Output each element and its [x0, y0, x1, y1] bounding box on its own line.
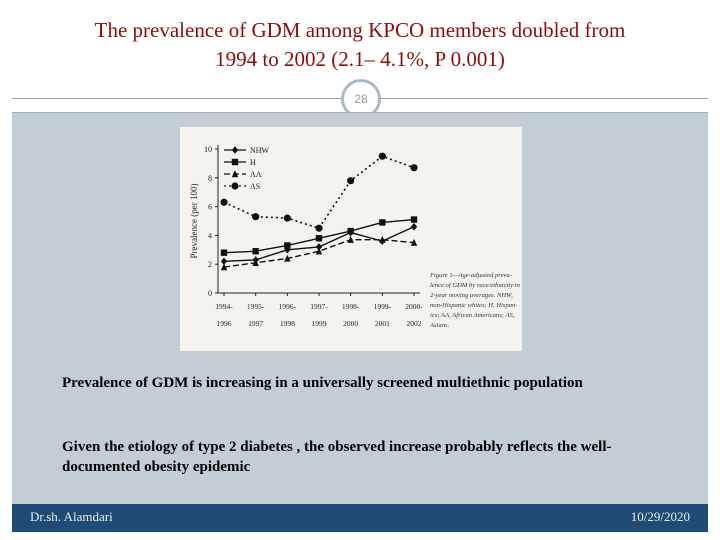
y-tick-label: 4	[208, 231, 212, 240]
point-h	[315, 235, 323, 242]
figure-caption-line: lence of GDM by race/ethnicity in	[430, 282, 521, 289]
point-aa	[410, 238, 418, 246]
content-panel: 0 2 4 6 8 10 Prevalence (per 100) 1994- 1996 1995…	[12, 112, 708, 505]
point-nhw	[410, 223, 418, 231]
legend-label-as: AS	[250, 182, 260, 191]
x-tick-label: 1999	[312, 319, 327, 328]
point-aa	[284, 254, 291, 262]
figure-caption-line: Asians.	[429, 322, 450, 329]
figure-caption-line: ics; AA, African Americans; AS,	[430, 312, 515, 319]
slide-title: The prevalence of GDM among KPCO members…	[0, 16, 720, 74]
x-tick-label: 1999-	[374, 302, 392, 311]
point-h	[284, 242, 291, 249]
legend-label-nhw: NHW	[250, 146, 270, 155]
point-h	[220, 249, 228, 256]
point-nhw	[315, 243, 323, 251]
x-tick-label: 2001	[375, 319, 390, 328]
y-tick-label: 2	[208, 260, 212, 269]
point-as	[315, 224, 323, 232]
point-aa	[315, 247, 323, 255]
legend-marker-nhw	[231, 146, 239, 154]
y-tick-label: 10	[204, 145, 212, 154]
x-tick-label: 1997	[248, 319, 263, 328]
y-tick-label: 0	[208, 289, 212, 298]
gdm-prevalence-chart: 0 2 4 6 8 10 Prevalence (per 100) 1994- 1996 1995…	[189, 145, 521, 329]
x-tick-label: 1995-	[247, 302, 265, 311]
footer-author: Dr.sh. Alamdari	[30, 509, 113, 524]
point-h	[379, 219, 386, 226]
x-tick-label: 1998	[280, 319, 295, 328]
point-as	[410, 164, 418, 172]
point-as	[220, 198, 228, 206]
point-aa	[252, 259, 259, 266]
point-as	[283, 214, 291, 222]
x-tick-label: 2002	[407, 319, 422, 328]
point-aa	[220, 263, 228, 271]
x-tick-label: 2000	[343, 319, 358, 328]
point-aa	[379, 236, 386, 243]
point-h	[347, 227, 354, 235]
footer-date: 10/29/2020	[630, 509, 690, 524]
figure-caption-line: 2-year moving averages. NHW,	[430, 292, 513, 299]
figure-caption-line: non-Hispanic whites; H, Hispan-	[430, 302, 518, 309]
footer-bar: Dr.sh. Alamdari 10/29/2020	[12, 504, 708, 532]
legend-label-aa: AA	[250, 170, 262, 179]
legend-marker-h	[231, 158, 239, 166]
x-tick-label: 1996	[217, 319, 232, 328]
x-tick-label: 1996-	[279, 302, 297, 311]
point-aa	[347, 236, 354, 243]
x-tick-label: 2000-	[405, 302, 423, 311]
x-tick-label: 1997-	[310, 302, 328, 311]
bullet-text-1: Prevalence of GDM is increasing in a uni…	[62, 375, 583, 391]
legend-label-h: H	[250, 158, 256, 167]
title-line-2: 1994 to 2002 (2.1– 4.1%, P 0.001)	[215, 47, 505, 71]
x-tick-label: 1994-	[215, 302, 233, 311]
legend-marker-aa	[231, 170, 239, 178]
y-axis-label: Prevalence (per 100)	[189, 184, 199, 259]
point-h	[252, 248, 259, 255]
legend-marker-as	[231, 182, 239, 190]
point-as	[347, 177, 355, 185]
y-tick-label: 6	[208, 203, 212, 212]
y-tick-label: 8	[208, 174, 212, 183]
chart-figure: 0 2 4 6 8 10 Prevalence (per 100) 1994- 1996 1995…	[180, 127, 522, 351]
figure-caption-line: Figure 1—Age-adjusted preva-	[429, 272, 512, 279]
point-as	[252, 213, 260, 221]
point-h	[410, 216, 418, 223]
bullet-text-2: Given the etiology of type 2 diabetes , …	[62, 439, 612, 475]
point-as	[378, 152, 386, 160]
title-line-1: The prevalence of GDM among KPCO members…	[94, 18, 626, 42]
x-tick-label: 1998-	[342, 302, 360, 311]
